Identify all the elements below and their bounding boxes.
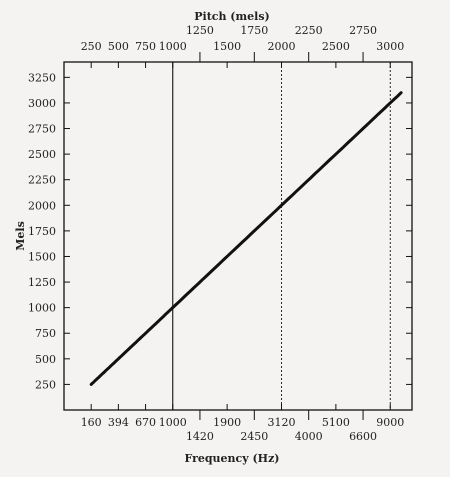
x-tick-label-row2: 1420 — [186, 430, 214, 443]
top-tick-label: 1000 — [159, 40, 187, 53]
x-tick-label: 394 — [108, 416, 129, 429]
top-axis-title: Pitch (mels) — [194, 10, 269, 23]
top-tick-label-row2: 1750 — [240, 24, 268, 37]
top-tick-label: 500 — [108, 40, 129, 53]
top-tick-label: 750 — [135, 40, 156, 53]
top-tick-label-row2: 2250 — [295, 24, 323, 37]
reference-lines-group — [172, 62, 391, 410]
top-tick-label: 250 — [81, 40, 102, 53]
y-tick-label: 3250 — [28, 71, 56, 84]
y-axis-title: Mels — [14, 221, 27, 251]
x-tick-label: 670 — [135, 416, 156, 429]
top-tick-label-row2: 1250 — [186, 24, 214, 37]
y-tick-label: 1750 — [28, 225, 56, 238]
x-axis-title: Frequency (Hz) — [184, 452, 279, 465]
plot-frame — [63, 61, 413, 411]
y-tick-label: 3000 — [28, 97, 56, 110]
y-tick-label: 1000 — [28, 302, 56, 315]
top-tick-label: 1500 — [213, 40, 241, 53]
y-tick-label: 2500 — [28, 148, 56, 161]
y-tick-label: 1250 — [28, 276, 56, 289]
x-tick-label: 1900 — [213, 416, 241, 429]
y-tick-label: 2750 — [28, 123, 56, 136]
x-tick-label: 5100 — [322, 416, 350, 429]
x-tick-label-row2: 4000 — [295, 430, 323, 443]
y-tick-label: 250 — [35, 378, 56, 391]
x-tick-label: 3120 — [268, 416, 296, 429]
mel-curve — [89, 91, 403, 386]
y-tick-label: 2250 — [28, 174, 56, 187]
top-tick-label: 2500 — [322, 40, 350, 53]
x-tick-label-row2: 2450 — [240, 430, 268, 443]
top-tick-label-row2: 2750 — [349, 24, 377, 37]
y-tick-label: 750 — [35, 327, 56, 340]
x-tick-label: 9000 — [376, 416, 404, 429]
y-tick-label: 2000 — [28, 199, 56, 212]
x-tick-label-row2: 6600 — [349, 430, 377, 443]
ticks-group: 2505007501000125015001750200022502500275… — [28, 24, 412, 443]
top-tick-label: 3000 — [376, 40, 404, 53]
x-tick-label: 160 — [81, 416, 102, 429]
x-tick-label: 1000 — [159, 416, 187, 429]
y-tick-label: 500 — [35, 353, 56, 366]
y-tick-label: 1500 — [28, 250, 56, 263]
top-tick-label: 2000 — [268, 40, 296, 53]
